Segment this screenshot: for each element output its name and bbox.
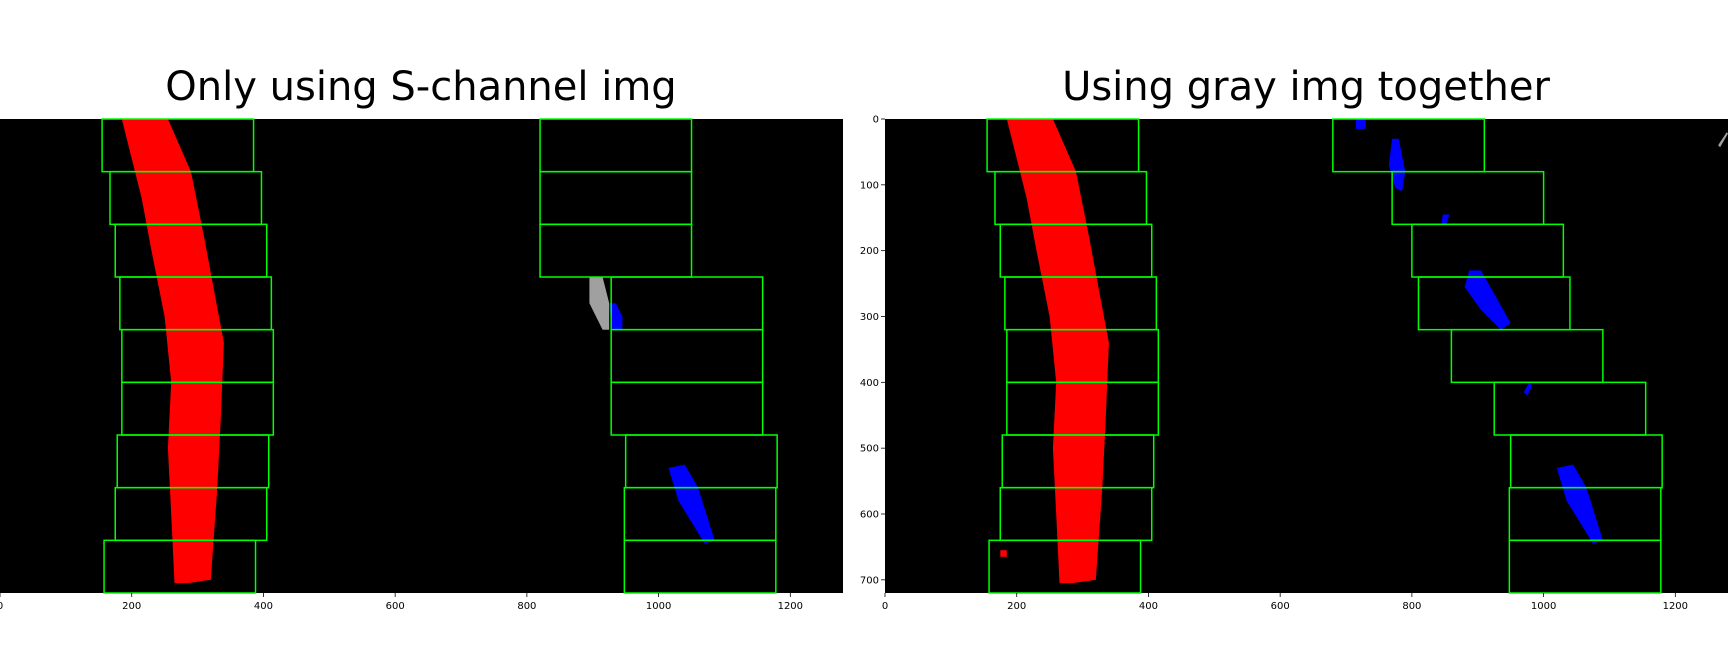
right-lane-pixels (1523, 382, 1533, 396)
y-tick-label: 600 (860, 510, 879, 521)
search-window (1508, 539, 1662, 594)
plot-background (885, 119, 1728, 593)
left-lane-pixels (121, 119, 224, 584)
x-tick-label: 800 (1402, 601, 1421, 612)
x-tick-label: 400 (254, 601, 273, 612)
x-tick-label: 0 (882, 601, 888, 612)
panel-title: Using gray img together (1062, 64, 1550, 110)
plot-background (0, 119, 843, 593)
y-tick-label: 500 (860, 444, 879, 455)
x-tick-label: 1200 (1663, 601, 1688, 612)
x-tick-label: 400 (1139, 601, 1158, 612)
gray-pixels (589, 277, 610, 330)
right-lane-pixels (1464, 270, 1511, 330)
panel-gray-combined: Using gray img together 0 200 400 600 800 100… (860, 64, 1728, 612)
right-lane-pixels (1441, 214, 1450, 225)
x-tick-label: 200 (122, 601, 141, 612)
search-window (103, 539, 257, 594)
left-lane-pixels (1006, 119, 1109, 584)
panel-title: Only using S-channel img (165, 64, 676, 110)
x-tick-label: 1000 (646, 601, 671, 612)
x-tick-label: 1200 (778, 601, 803, 612)
left-lane-pixels (1000, 550, 1007, 557)
right-lane-pixels (609, 303, 623, 330)
x-tick-label: 1000 (1531, 601, 1556, 612)
right-lane-pixels (1556, 464, 1603, 544)
search-window (623, 539, 777, 594)
gray-pixels (1718, 132, 1728, 148)
y-tick-label: 100 (860, 180, 879, 191)
x-tick-label: 600 (386, 601, 405, 612)
panel-s-channel: Only using S-channel img 0 200 400 600 800 10… (0, 64, 843, 612)
right-lane-pixels (1355, 119, 1366, 129)
y-tick-label: 300 (860, 312, 879, 323)
x-tick-label: 600 (1271, 601, 1290, 612)
search-window (988, 539, 1142, 594)
y-tick-label: 700 (860, 575, 879, 586)
y-tick-label: 0 (873, 115, 879, 126)
right-lane-pixels (1388, 138, 1406, 192)
y-tick-label: 400 (860, 378, 879, 389)
x-tick-label: 0 (0, 601, 3, 612)
x-tick-label: 800 (517, 601, 536, 612)
y-tick-label: 200 (860, 246, 879, 257)
x-tick-label: 200 (1007, 601, 1026, 612)
right-lane-pixels (668, 464, 715, 544)
